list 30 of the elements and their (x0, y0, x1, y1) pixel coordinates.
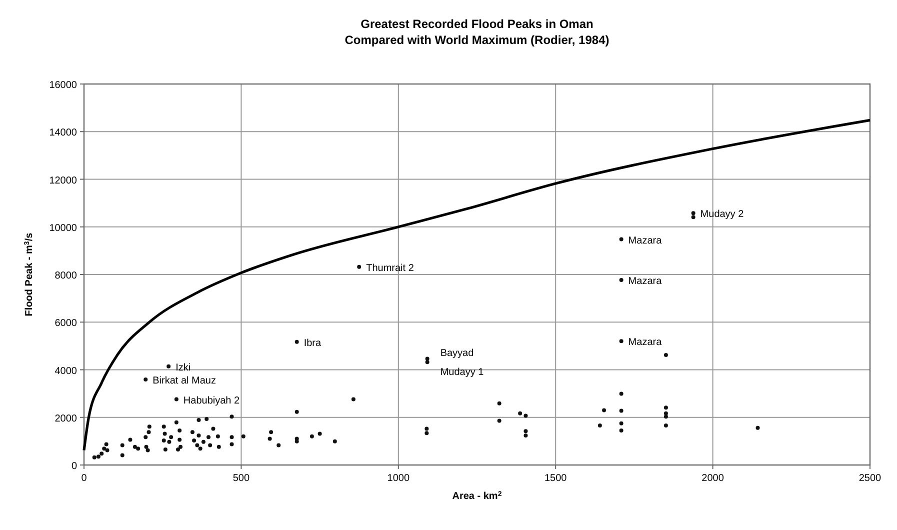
x-tick-label: 500 (232, 473, 250, 484)
line-series (82, 118, 872, 452)
y-tick-label: 14000 (49, 128, 78, 139)
chart-title: Greatest Recorded Flood Peaks in Oman (360, 17, 594, 31)
y-tick-label: 2000 (54, 413, 78, 424)
y-tick-label: 12000 (49, 175, 78, 186)
y-tick-label: 6000 (54, 318, 78, 330)
y-tick-label: 0 (71, 461, 78, 472)
annotation: Izki (176, 362, 191, 374)
annotation: Mazara (628, 276, 662, 287)
y-tick-label: 4000 (54, 366, 78, 377)
annotation: Bayyad (440, 348, 474, 359)
y-tick-label: 10000 (49, 222, 78, 234)
y-tick-label: 8000 (54, 270, 78, 282)
y-tick-label: 16000 (49, 80, 78, 91)
annotation: Mudayy 2 (700, 209, 744, 220)
annotation: Birkat al Mauz (152, 376, 216, 387)
x-tick-label: 2000 (702, 473, 724, 484)
x-tick-label: 2500 (858, 473, 882, 484)
annotation: Ibra (304, 338, 322, 349)
annotation: Mudayy 1 (440, 367, 484, 378)
annotation: Mazara (628, 235, 662, 246)
x-tick-label: 1500 (544, 473, 568, 484)
x-tick-label: 1000 (387, 473, 410, 484)
annotation: Mazara (628, 337, 662, 348)
x-tick-label: 0 (81, 473, 88, 484)
x-axis-title: Area - km$^{2}$ (452, 490, 502, 502)
chart-subtitle: Compared with World Maximum (Rodier, 1984) (344, 33, 610, 47)
annotation: Thumrait 2 (366, 262, 414, 274)
annotation: Habubiyah 2 (183, 395, 240, 406)
